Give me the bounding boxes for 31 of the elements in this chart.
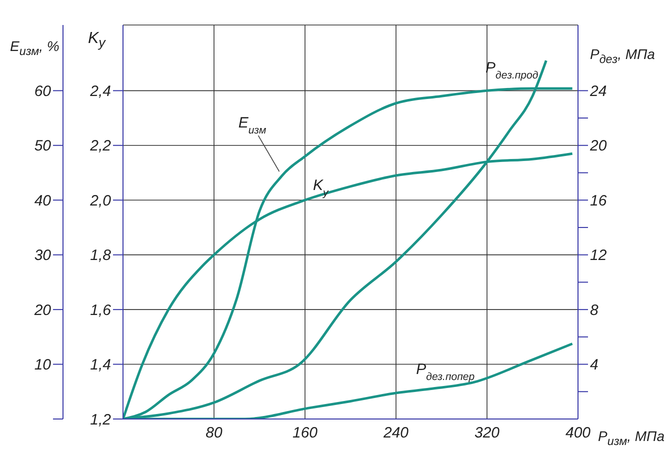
x-tick-label: 320 [474,424,500,442]
x-tick-label: 80 [206,424,223,442]
y3-tick-label: 4 [590,356,598,374]
y-tick-label: 1,4 [90,356,111,374]
x-tick-label: 400 [565,424,592,442]
y-tick-label: 1,8 [90,247,112,264]
y3-tick-label: 8 [590,302,599,319]
y2-tick-label: 50 [34,138,52,155]
y2-tick-label: 10 [34,356,52,374]
x-tick-label: 160 [292,424,318,442]
series-label: K$_{у}$ [313,177,330,200]
y2-tick-label: 60 [34,82,52,100]
y-tick-label: 1,2 [90,411,112,428]
x-tick-label: 240 [382,424,410,442]
y-tick-label: 2,0 [89,192,112,210]
y3-axis-title: P$_{дез}$, МПа [590,46,655,66]
y-tick-label: 1,6 [90,302,112,319]
y3-tick-label: 16 [590,192,608,210]
y-tick-label: 2,2 [89,138,112,155]
x-axis-title: P$_{изм}$, МПа [598,428,664,448]
series-label: P$_{дез.попер}$ [416,360,475,383]
y3-tick-label: 20 [589,138,608,155]
y2-tick-label: 20 [33,302,52,319]
y-axis-title: K$_{у}$ [88,30,106,50]
y2-tick-label: 30 [34,247,52,264]
y3-tick-label: 12 [590,247,608,264]
y2-tick-label: 40 [34,192,52,210]
y-tick-label: 2,4 [89,82,111,100]
text: E$_{изм}$ [238,114,266,136]
y3-tick-label: 24 [589,82,607,100]
y2-axis-title: E$_{изм}$, % [10,38,60,58]
